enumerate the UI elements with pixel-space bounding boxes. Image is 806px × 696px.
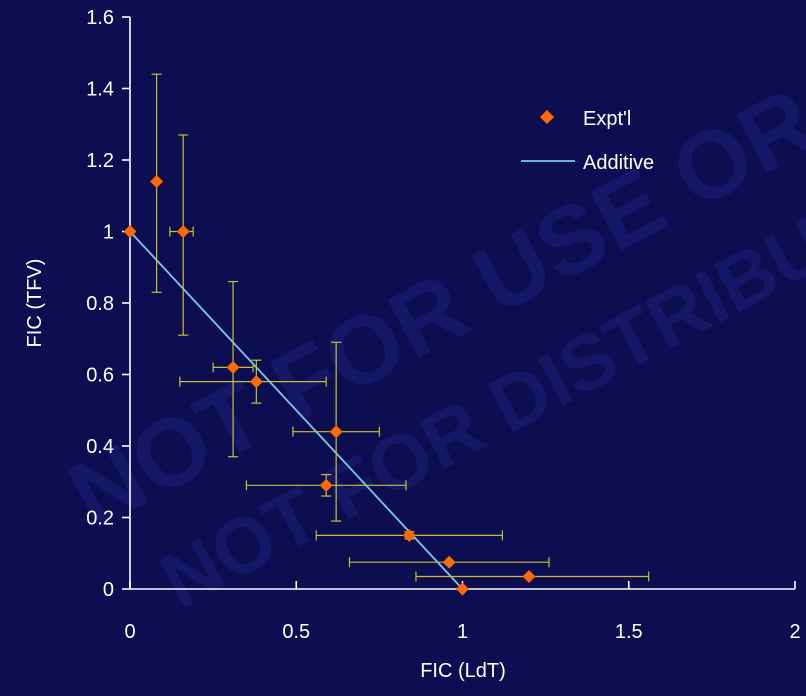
y-tick-label: 0 — [103, 579, 114, 601]
legend: Expt'l Additive — [521, 108, 654, 174]
y-tick-label: 0.8 — [86, 293, 114, 315]
data-point-marker — [456, 582, 469, 596]
data-point-marker — [329, 425, 343, 439]
data-point-marker — [402, 528, 416, 542]
x-tick-label: 1 — [457, 621, 468, 643]
additive-line — [129, 230, 464, 590]
legend-label-exptl: Expt'l — [583, 108, 631, 130]
axis-ticks: 0 0.2 0.4 0.6 0.8 1 1.2 1.4 1.6 0 0.5 1 1.5 2 — [86, 7, 800, 643]
x-tick-label: 0.5 — [282, 621, 310, 643]
y-tick-label: 1 — [103, 222, 114, 244]
legend-label-additive: Additive — [583, 152, 654, 174]
data-point-marker — [123, 225, 137, 238]
data-point-marker — [176, 225, 190, 238]
x-tick-label: 1.5 — [615, 621, 643, 643]
x-tick-label: 2 — [789, 621, 800, 643]
y-tick-label: 0.4 — [86, 436, 114, 458]
legend-marker-exptl — [540, 110, 554, 124]
data-point-marker — [226, 360, 240, 374]
y-tick-label: 0.2 — [86, 508, 114, 530]
x-axis-label: FIC (LdT) — [420, 660, 506, 682]
y-tick-label: 0.6 — [86, 365, 114, 387]
x-tick-label: 0 — [124, 621, 135, 643]
data-point-marker — [319, 478, 333, 492]
data-point-marker — [249, 375, 263, 389]
additive-series — [129, 230, 464, 590]
data-point-marker — [522, 569, 536, 583]
experimental-points — [123, 174, 536, 596]
y-tick-label: 1.4 — [86, 79, 114, 101]
y-axis-label: FIC (TFV) — [24, 259, 46, 348]
y-tick-label: 1.6 — [86, 7, 114, 29]
data-point-marker — [442, 555, 456, 569]
y-tick-label: 1.2 — [86, 150, 114, 172]
data-point-marker — [150, 174, 164, 188]
